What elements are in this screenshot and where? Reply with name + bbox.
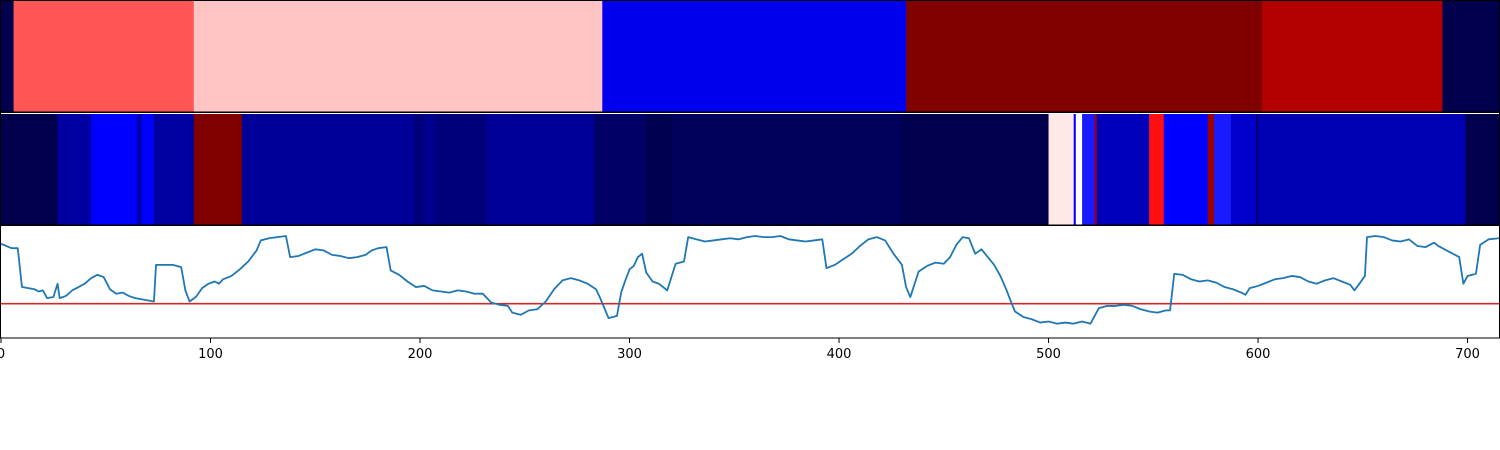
heatmap-cell-middle-17 bbox=[1073, 114, 1077, 225]
x-tick-label: 200 bbox=[408, 347, 433, 362]
heatmap-cell-top-4 bbox=[906, 1, 1263, 112]
x-tick-label: 600 bbox=[1246, 347, 1271, 362]
x-axis: 0 100 200 300 400 500 600 700 bbox=[0, 338, 1480, 362]
heatmap-cell-middle-6 bbox=[193, 114, 243, 225]
heatmap-cell-top-0 bbox=[1, 1, 14, 112]
heatmap-cell-middle-22 bbox=[1149, 114, 1165, 225]
heatmap-cell-top-6 bbox=[1442, 1, 1500, 112]
heatmap-cell-top-3 bbox=[602, 1, 907, 112]
heatmap-cell-middle-29 bbox=[1465, 114, 1500, 225]
heatmap-cell-middle-25 bbox=[1214, 114, 1232, 225]
panel-frame-2 bbox=[0, 225, 1500, 339]
heatmap-cell-middle-26 bbox=[1230, 114, 1257, 225]
heatmap-cell-middle-2 bbox=[91, 114, 138, 225]
x-tick-label: 400 bbox=[827, 347, 852, 362]
heatmap-cell-middle-12 bbox=[593, 114, 647, 225]
heatmap-cell-top-5 bbox=[1262, 1, 1443, 112]
heatmap-cell-middle-19 bbox=[1082, 114, 1096, 225]
heatmap-cell-middle-21 bbox=[1096, 114, 1150, 225]
heatmap-cell-middle-1 bbox=[57, 114, 92, 225]
heatmap-cell-middle-5 bbox=[153, 114, 195, 225]
heatmap-cell-middle-8 bbox=[413, 114, 425, 225]
middle-heatmap-band bbox=[1, 114, 1500, 225]
heatmap-cell-top-2 bbox=[193, 1, 603, 112]
heatmap-cell-middle-23 bbox=[1163, 114, 1209, 225]
x-tick-label: 700 bbox=[1455, 347, 1480, 362]
heatmap-cell-middle-14 bbox=[671, 114, 903, 225]
heatmap-cell-middle-27 bbox=[1255, 114, 1259, 225]
heatmap-cell-middle-13 bbox=[646, 114, 672, 225]
x-tick-label: 0 bbox=[0, 347, 5, 362]
heatmap-cell-middle-15 bbox=[901, 114, 1049, 225]
heatmap-cell-middle-9 bbox=[424, 114, 436, 225]
heatmap-cell-middle-11 bbox=[487, 114, 595, 225]
x-tick-label: 500 bbox=[1036, 347, 1061, 362]
heatmap-cell-middle-20 bbox=[1094, 114, 1098, 225]
heatmap-cell-middle-4 bbox=[141, 114, 155, 225]
heatmap-cell-middle-16 bbox=[1048, 114, 1075, 225]
series-line bbox=[0, 235, 1500, 325]
top-heatmap-band bbox=[1, 1, 1500, 112]
heatmap-cell-middle-18 bbox=[1075, 114, 1083, 225]
heatmap-cell-middle-7 bbox=[241, 114, 415, 225]
x-tick-label: 100 bbox=[198, 347, 223, 362]
x-tick-label: 300 bbox=[617, 347, 642, 362]
heatmap-cell-middle-28 bbox=[1258, 114, 1466, 225]
heatmap-cell-middle-24 bbox=[1207, 114, 1215, 225]
heatmap-cell-middle-0 bbox=[1, 114, 58, 225]
heatmap-cell-top-1 bbox=[13, 1, 195, 112]
heatmap-cell-middle-3 bbox=[137, 114, 142, 225]
heatmap-cell-middle-10 bbox=[434, 114, 488, 225]
line-plot-panel bbox=[0, 235, 1500, 325]
